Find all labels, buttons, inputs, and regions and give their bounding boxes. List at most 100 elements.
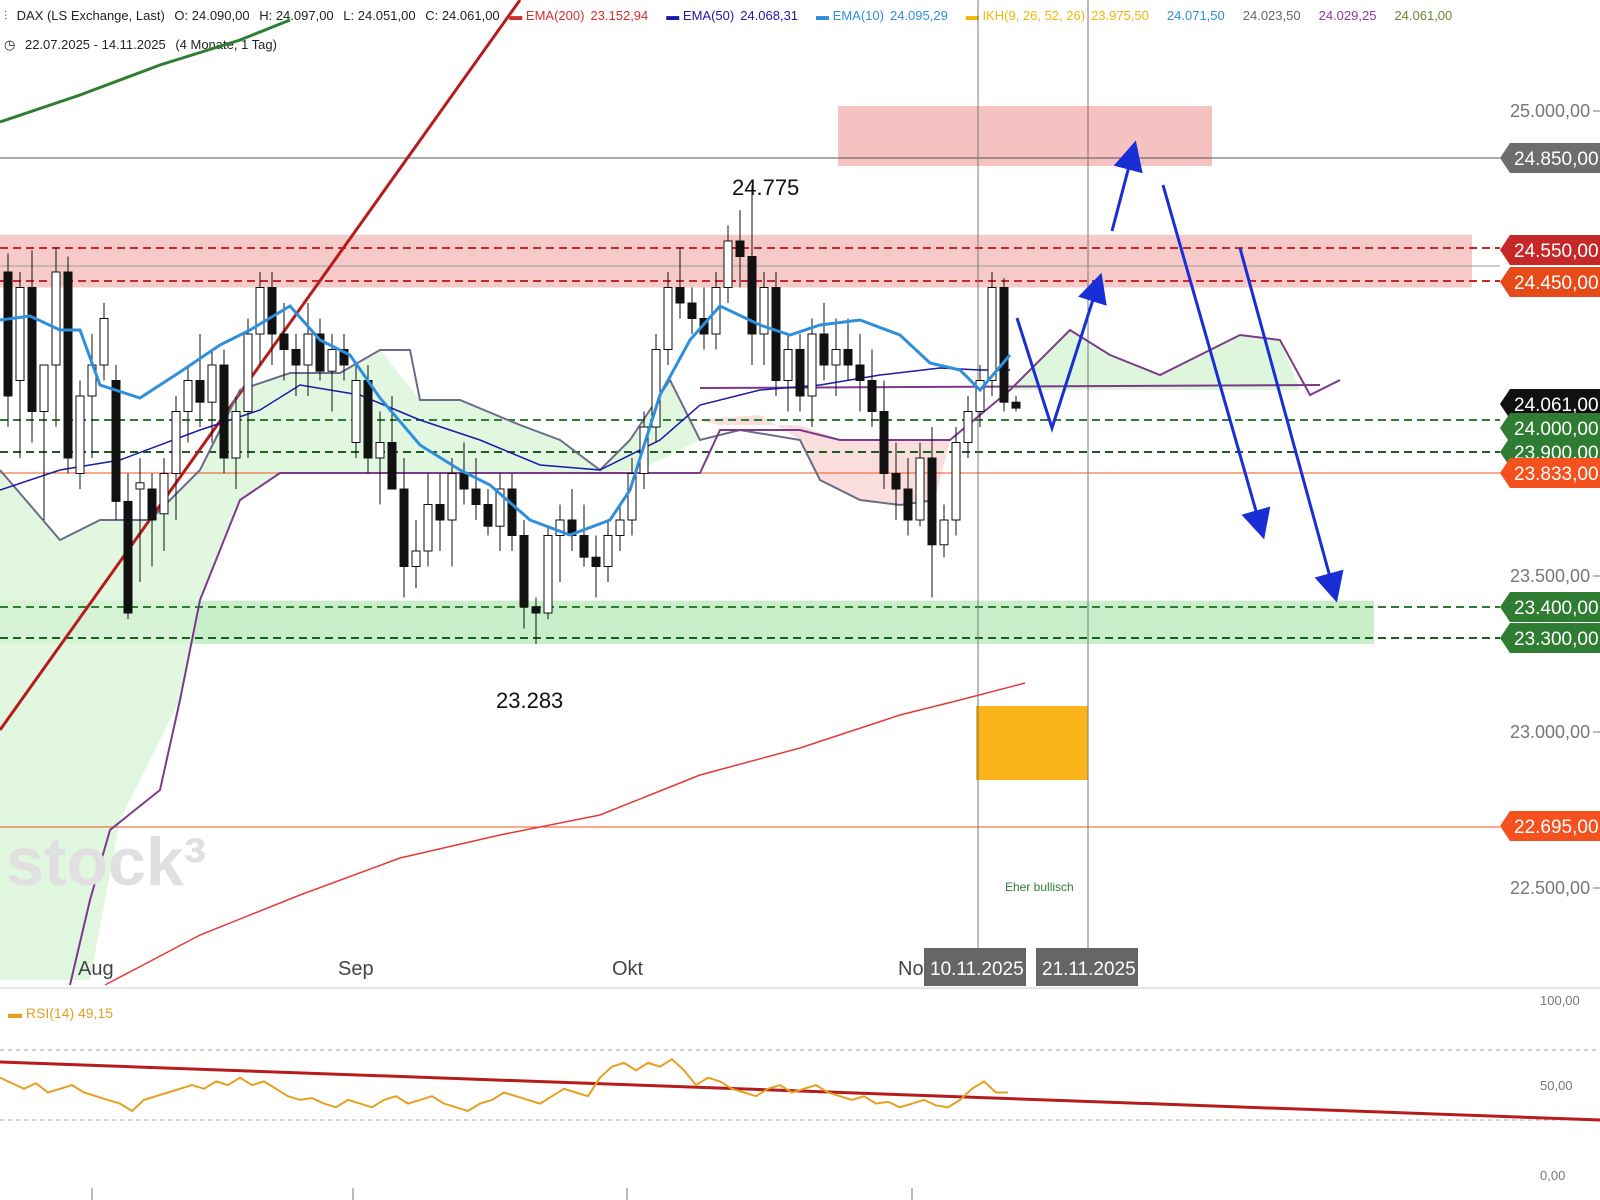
candle-body xyxy=(327,349,337,372)
date-range: 22.07.2025 - 14.11.2025 xyxy=(24,37,166,52)
candle-body xyxy=(291,349,301,366)
price-badge-label: 23.833,00 xyxy=(1514,464,1599,485)
candle-body xyxy=(759,287,769,335)
candle-body xyxy=(159,473,169,515)
indicator-item: 24.023,50 xyxy=(1243,8,1307,23)
candle-body xyxy=(531,606,541,614)
candle-body xyxy=(255,287,265,335)
candle-body xyxy=(15,287,25,381)
ema10-line xyxy=(0,304,1012,537)
candle-body xyxy=(819,333,829,366)
price-badge-label: 24.000,00 xyxy=(1514,419,1599,440)
close-value: C: 24.061,00 xyxy=(425,8,500,23)
candle-body xyxy=(111,380,121,502)
price-badge-bg xyxy=(1500,413,1600,443)
candle-body xyxy=(75,395,85,474)
candle-body xyxy=(675,287,685,304)
price-badge: 23.400,00 xyxy=(1500,592,1600,622)
indicator-item: ▬ IKH(9, 26, 52, 26) 23.975,50 xyxy=(966,8,1155,23)
indicator-swatch: ▬ xyxy=(666,8,683,23)
candle-body xyxy=(375,442,385,459)
cloud-red xyxy=(695,415,950,505)
low-annotation: 23.283 xyxy=(496,688,563,713)
price-badge-bg xyxy=(1500,267,1600,297)
candle-body xyxy=(519,535,529,608)
bias-annotation: Eher bullisch xyxy=(1005,880,1074,894)
date-badge-label: 21.11.2025 xyxy=(1042,959,1136,980)
indicator-item: 24.071,50 xyxy=(1167,8,1231,23)
candle-body xyxy=(123,500,133,614)
candle-body xyxy=(495,488,505,527)
date-badge-bg xyxy=(1036,948,1138,986)
x-tick-label: Sep xyxy=(338,958,374,980)
resistance-zone-upper xyxy=(838,106,1212,166)
candle-body xyxy=(879,411,889,474)
candle-body xyxy=(807,333,817,397)
candle-body xyxy=(687,302,697,319)
price-badge-bg xyxy=(1500,458,1600,488)
candle-body xyxy=(651,349,661,428)
rsi-axis-label: 50,00 xyxy=(1540,1078,1573,1093)
price-badge-label: 24.061,00 xyxy=(1514,395,1599,416)
indicator-value: 24.061,00 xyxy=(1394,8,1453,23)
price-badge-label: 22.695,00 xyxy=(1514,817,1599,838)
rsi-axis-label: 0,00 xyxy=(1540,1168,1565,1183)
ema50-line xyxy=(0,367,1010,491)
candle-body xyxy=(27,287,37,412)
candle-body xyxy=(195,380,205,403)
support-zone xyxy=(0,600,1374,644)
candle-body xyxy=(483,504,493,527)
high-value: H: 24.097,00 xyxy=(259,8,334,23)
indicator-label: IKH(9, 26, 52, 26) xyxy=(982,8,1086,23)
candle-body xyxy=(243,333,253,412)
candle-body xyxy=(543,535,553,614)
price-badge-label: 23.400,00 xyxy=(1514,598,1599,619)
candle-body xyxy=(927,457,937,546)
indicator-swatch: ▬ xyxy=(965,8,983,23)
candle-body xyxy=(723,240,733,288)
rsi-axis-label: 100,00 xyxy=(1540,993,1580,1008)
rsi-label: ▬ RSI(14) 49,15 xyxy=(8,1005,113,1021)
candle-body xyxy=(279,333,289,350)
y-tick-label: 23.000,00 xyxy=(1510,722,1590,742)
indicator-value: 23.152,94 xyxy=(590,8,649,23)
candle-body xyxy=(903,488,913,521)
candle-body xyxy=(351,380,361,443)
candle-body xyxy=(747,256,757,335)
indicator-item: 24.029,25 xyxy=(1319,8,1383,23)
candle-body xyxy=(51,271,61,366)
cloud-border-gray xyxy=(0,349,936,542)
indicator-label: EMA(10) xyxy=(832,8,884,23)
cloud-green-future xyxy=(1010,330,1300,390)
price-badge-label: 24.850,00 xyxy=(1514,149,1599,170)
candle-body xyxy=(591,556,601,568)
candle-body xyxy=(615,519,625,536)
indicator-value: 24.068,31 xyxy=(740,8,799,23)
candle-body xyxy=(507,488,517,536)
candle-body xyxy=(795,349,805,397)
trend-line-green xyxy=(0,18,291,124)
open-value: O: 24.090,00 xyxy=(174,8,250,23)
candle-body xyxy=(219,364,229,459)
indicator-value: 24.023,50 xyxy=(1242,8,1301,23)
ema200-line xyxy=(104,682,1026,986)
candle-body xyxy=(627,473,637,521)
chart-header: ⫶ DAX (LS Exchange, Last) O: 24.090,00 H… xyxy=(4,8,1476,24)
candle-body xyxy=(459,473,469,490)
candle-body xyxy=(339,349,349,366)
bar-chart-icon: ⫶ xyxy=(4,9,8,23)
price-badge: 23.300,00 xyxy=(1500,623,1600,653)
indicator-label: EMA(50) xyxy=(682,8,735,23)
indicator-value: 23.975,50 xyxy=(1091,8,1149,23)
candle-body xyxy=(663,287,673,350)
candle-body xyxy=(135,482,145,490)
candle-body xyxy=(987,287,997,381)
candle-body xyxy=(915,457,925,521)
x-tick-label: Okt xyxy=(612,958,644,980)
candle-body xyxy=(555,519,565,536)
candle-body xyxy=(363,380,373,459)
price-badge-label: 23.300,00 xyxy=(1514,629,1599,650)
price-badge-bg xyxy=(1500,389,1600,419)
y-tick-label: 25.000,00 xyxy=(1510,101,1590,121)
